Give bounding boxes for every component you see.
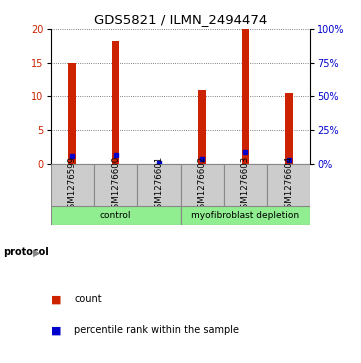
Bar <box>224 164 267 206</box>
Text: ▶: ▶ <box>33 247 41 257</box>
Bar <box>94 164 137 206</box>
Text: count: count <box>74 294 102 305</box>
Text: percentile rank within the sample: percentile rank within the sample <box>74 325 239 335</box>
Text: GSM1276599: GSM1276599 <box>68 156 77 214</box>
Bar <box>198 90 206 164</box>
Text: GSM1276604: GSM1276604 <box>284 156 293 214</box>
Bar <box>51 164 94 206</box>
Bar <box>180 206 310 225</box>
Text: protocol: protocol <box>4 247 49 257</box>
Bar <box>51 206 180 225</box>
Text: GSM1276602: GSM1276602 <box>198 156 206 214</box>
Bar <box>68 63 76 164</box>
Bar <box>285 93 293 164</box>
Text: control: control <box>100 211 131 220</box>
Text: GSM1276601: GSM1276601 <box>155 156 163 214</box>
Text: ■: ■ <box>51 325 61 335</box>
Text: ■: ■ <box>51 294 61 305</box>
Text: GSM1276603: GSM1276603 <box>241 156 250 214</box>
Bar <box>180 164 224 206</box>
Title: GDS5821 / ILMN_2494474: GDS5821 / ILMN_2494474 <box>94 13 267 26</box>
Bar <box>267 164 310 206</box>
Bar <box>137 164 180 206</box>
Bar <box>242 29 249 164</box>
Bar <box>112 41 119 164</box>
Text: GSM1276600: GSM1276600 <box>111 156 120 214</box>
Text: myofibroblast depletion: myofibroblast depletion <box>191 211 300 220</box>
